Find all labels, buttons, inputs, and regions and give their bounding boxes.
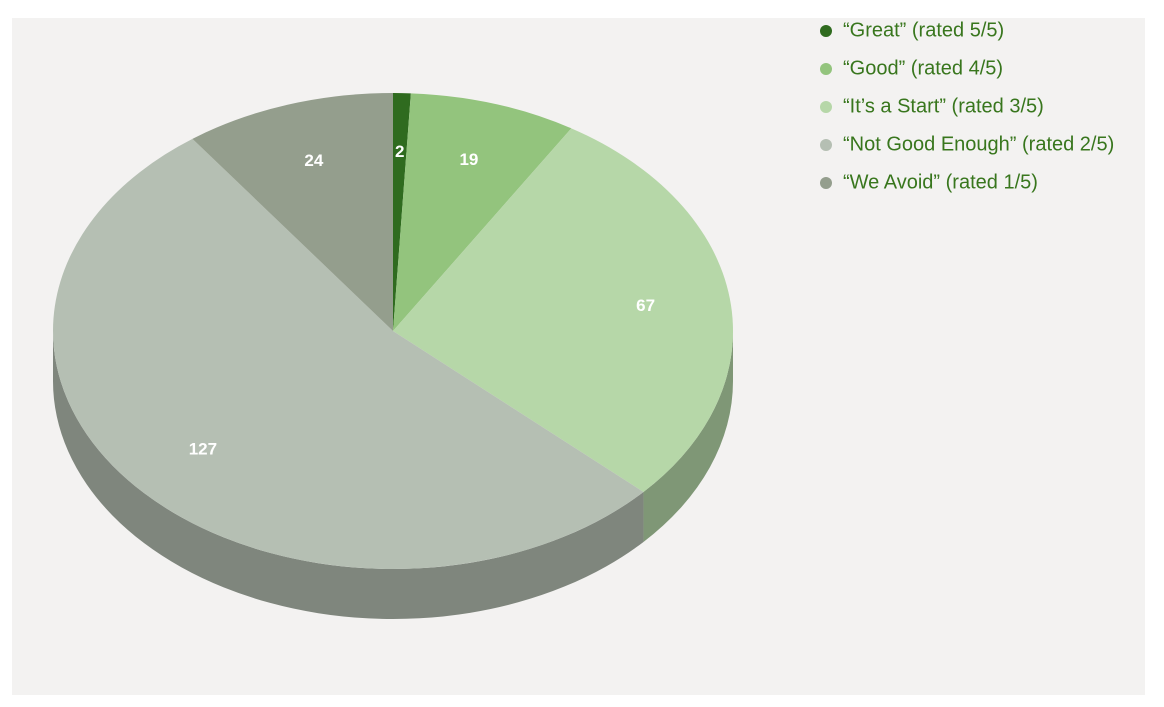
- value-label: 127: [189, 439, 217, 458]
- value-label: 24: [304, 151, 323, 170]
- legend-label: “It’s a Start” (rated 3/5): [843, 95, 1044, 117]
- pie-slice: [393, 93, 572, 331]
- pie-sides: [53, 331, 733, 620]
- legend-label: “Not Good Enough” (rated 2/5): [843, 133, 1114, 155]
- pie-slice: [393, 128, 734, 492]
- pie-slice-side: [53, 331, 644, 620]
- legend: “Great” (rated 5/5) “Good” (rated 4/5) “It…: [820, 19, 1114, 193]
- legend-swatch: [820, 63, 832, 75]
- pie-slice: [393, 93, 411, 331]
- legend-label: “We Avoid” (rated 1/5): [843, 171, 1038, 193]
- pie-slice: [53, 138, 644, 569]
- value-label: 2: [395, 142, 404, 161]
- value-label: 67: [636, 296, 655, 315]
- legend-swatch: [820, 139, 832, 151]
- pie-tops: [53, 93, 734, 569]
- legend-swatch: [820, 177, 832, 189]
- legend-swatch: [820, 101, 832, 113]
- pie-slice: [192, 93, 393, 331]
- legend-swatch: [820, 25, 832, 37]
- value-label: 19: [459, 150, 478, 169]
- value-labels: 2 19 67 127 24: [189, 142, 655, 458]
- legend-label: “Good” (rated 4/5): [843, 57, 1003, 79]
- legend-label: “Great” (rated 5/5): [843, 19, 1004, 41]
- pie-slice-side: [643, 331, 733, 542]
